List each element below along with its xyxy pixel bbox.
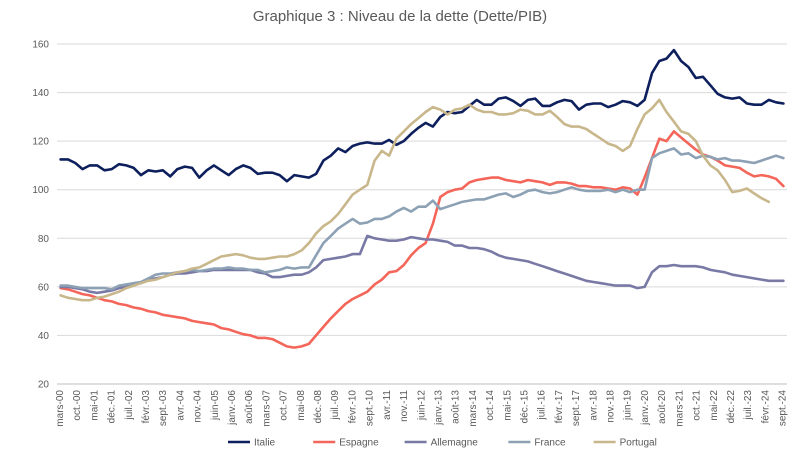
series-lines	[59, 48, 785, 349]
x-tick-label: août-13	[451, 390, 462, 424]
x-tick-label: mai-01	[89, 390, 100, 421]
series-line-portugal	[59, 98, 771, 302]
legend: Italie Espagne Allemagne France Portugal	[228, 438, 657, 449]
chart-title: Graphique 3 : Niveau de la dette (Dette/…	[252, 8, 548, 25]
y-tick-label: 80	[38, 234, 50, 245]
x-tick-label: mai-08	[296, 390, 307, 421]
x-tick-label: juil.-02	[124, 390, 135, 421]
x-tick-label: juil.-23	[743, 390, 754, 421]
x-tick-label: sept.-24	[778, 390, 789, 427]
x-tick-label: mars-07	[261, 390, 272, 427]
x-tick-label: févr.-24	[760, 390, 771, 424]
x-tick-label: juin-05	[210, 390, 221, 421]
x-tick-label: oct.-00	[72, 390, 83, 421]
y-tick-label: 20	[38, 380, 50, 391]
x-tick-label: août-20	[657, 390, 668, 424]
x-tick-label: juin-12	[416, 390, 427, 421]
x-tick-label: avr.-04	[175, 390, 186, 421]
x-tick-label: sept.-03	[158, 390, 169, 427]
x-tick-label: sept.-17	[571, 390, 582, 427]
series-line-france	[59, 147, 785, 291]
y-axis-ticks: 20 40 60 80 100 120 140 160	[32, 40, 49, 391]
series-line-espagne	[59, 130, 785, 349]
y-tick-label: 40	[38, 331, 50, 342]
x-tick-label: mars-21	[674, 390, 685, 427]
x-axis-ticks: mars-00 oct.-00 mai-01 déc.-01 juil.-02 févr.…	[55, 390, 789, 427]
x-tick-label: juin-19	[623, 390, 634, 421]
legend-label-italie: Italie	[254, 438, 276, 449]
x-tick-label: oct.-07	[279, 390, 290, 421]
x-tick-label: mai-22	[709, 390, 720, 421]
x-tick-label: juil.-16	[537, 390, 548, 421]
x-tick-label: déc.-08	[313, 390, 324, 424]
series-line-allemagne	[59, 234, 785, 295]
x-tick-label: oct.-21	[692, 390, 703, 421]
x-tick-label: juil.-09	[330, 390, 341, 421]
x-tick-label: oct.-14	[485, 390, 496, 421]
x-tick-label: déc.-01	[107, 390, 118, 424]
x-tick-label: avr.-18	[588, 390, 599, 421]
y-tick-label: 120	[32, 137, 49, 148]
x-tick-label: déc.-15	[520, 390, 531, 424]
x-tick-label: févr.-17	[554, 390, 565, 424]
x-tick-label: mai-15	[502, 390, 513, 421]
x-tick-label: janv.-20	[640, 390, 651, 426]
series-line-italie	[59, 48, 785, 183]
x-tick-label: févr.-03	[141, 390, 152, 424]
x-tick-label: août-06	[244, 390, 255, 424]
legend-label-allemagne: Allemagne	[431, 438, 479, 449]
x-tick-label: mars-14	[468, 390, 479, 427]
legend-label-france: France	[534, 438, 566, 449]
y-tick-label: 60	[38, 282, 50, 293]
x-tick-label: janv.-06	[227, 390, 238, 426]
y-tick-label: 140	[32, 88, 49, 99]
x-tick-label: nov.-11	[399, 390, 410, 422]
x-tick-label: nov.-18	[606, 390, 617, 423]
x-tick-label: févr.-10	[347, 390, 358, 424]
x-tick-label: nov.-04	[193, 390, 204, 423]
legend-label-espagne: Espagne	[339, 438, 379, 449]
legend-label-portugal: Portugal	[620, 438, 657, 449]
x-tick-label: mars-00	[55, 390, 66, 427]
y-tick-label: 100	[32, 185, 49, 196]
x-tick-label: sept.-10	[365, 390, 376, 427]
y-tick-label: 160	[32, 40, 49, 51]
x-tick-label: avr.-11	[382, 390, 393, 420]
gridlines	[57, 43, 787, 385]
x-tick-label: janv.-13	[433, 390, 444, 426]
x-tick-label: déc.-22	[726, 390, 737, 424]
